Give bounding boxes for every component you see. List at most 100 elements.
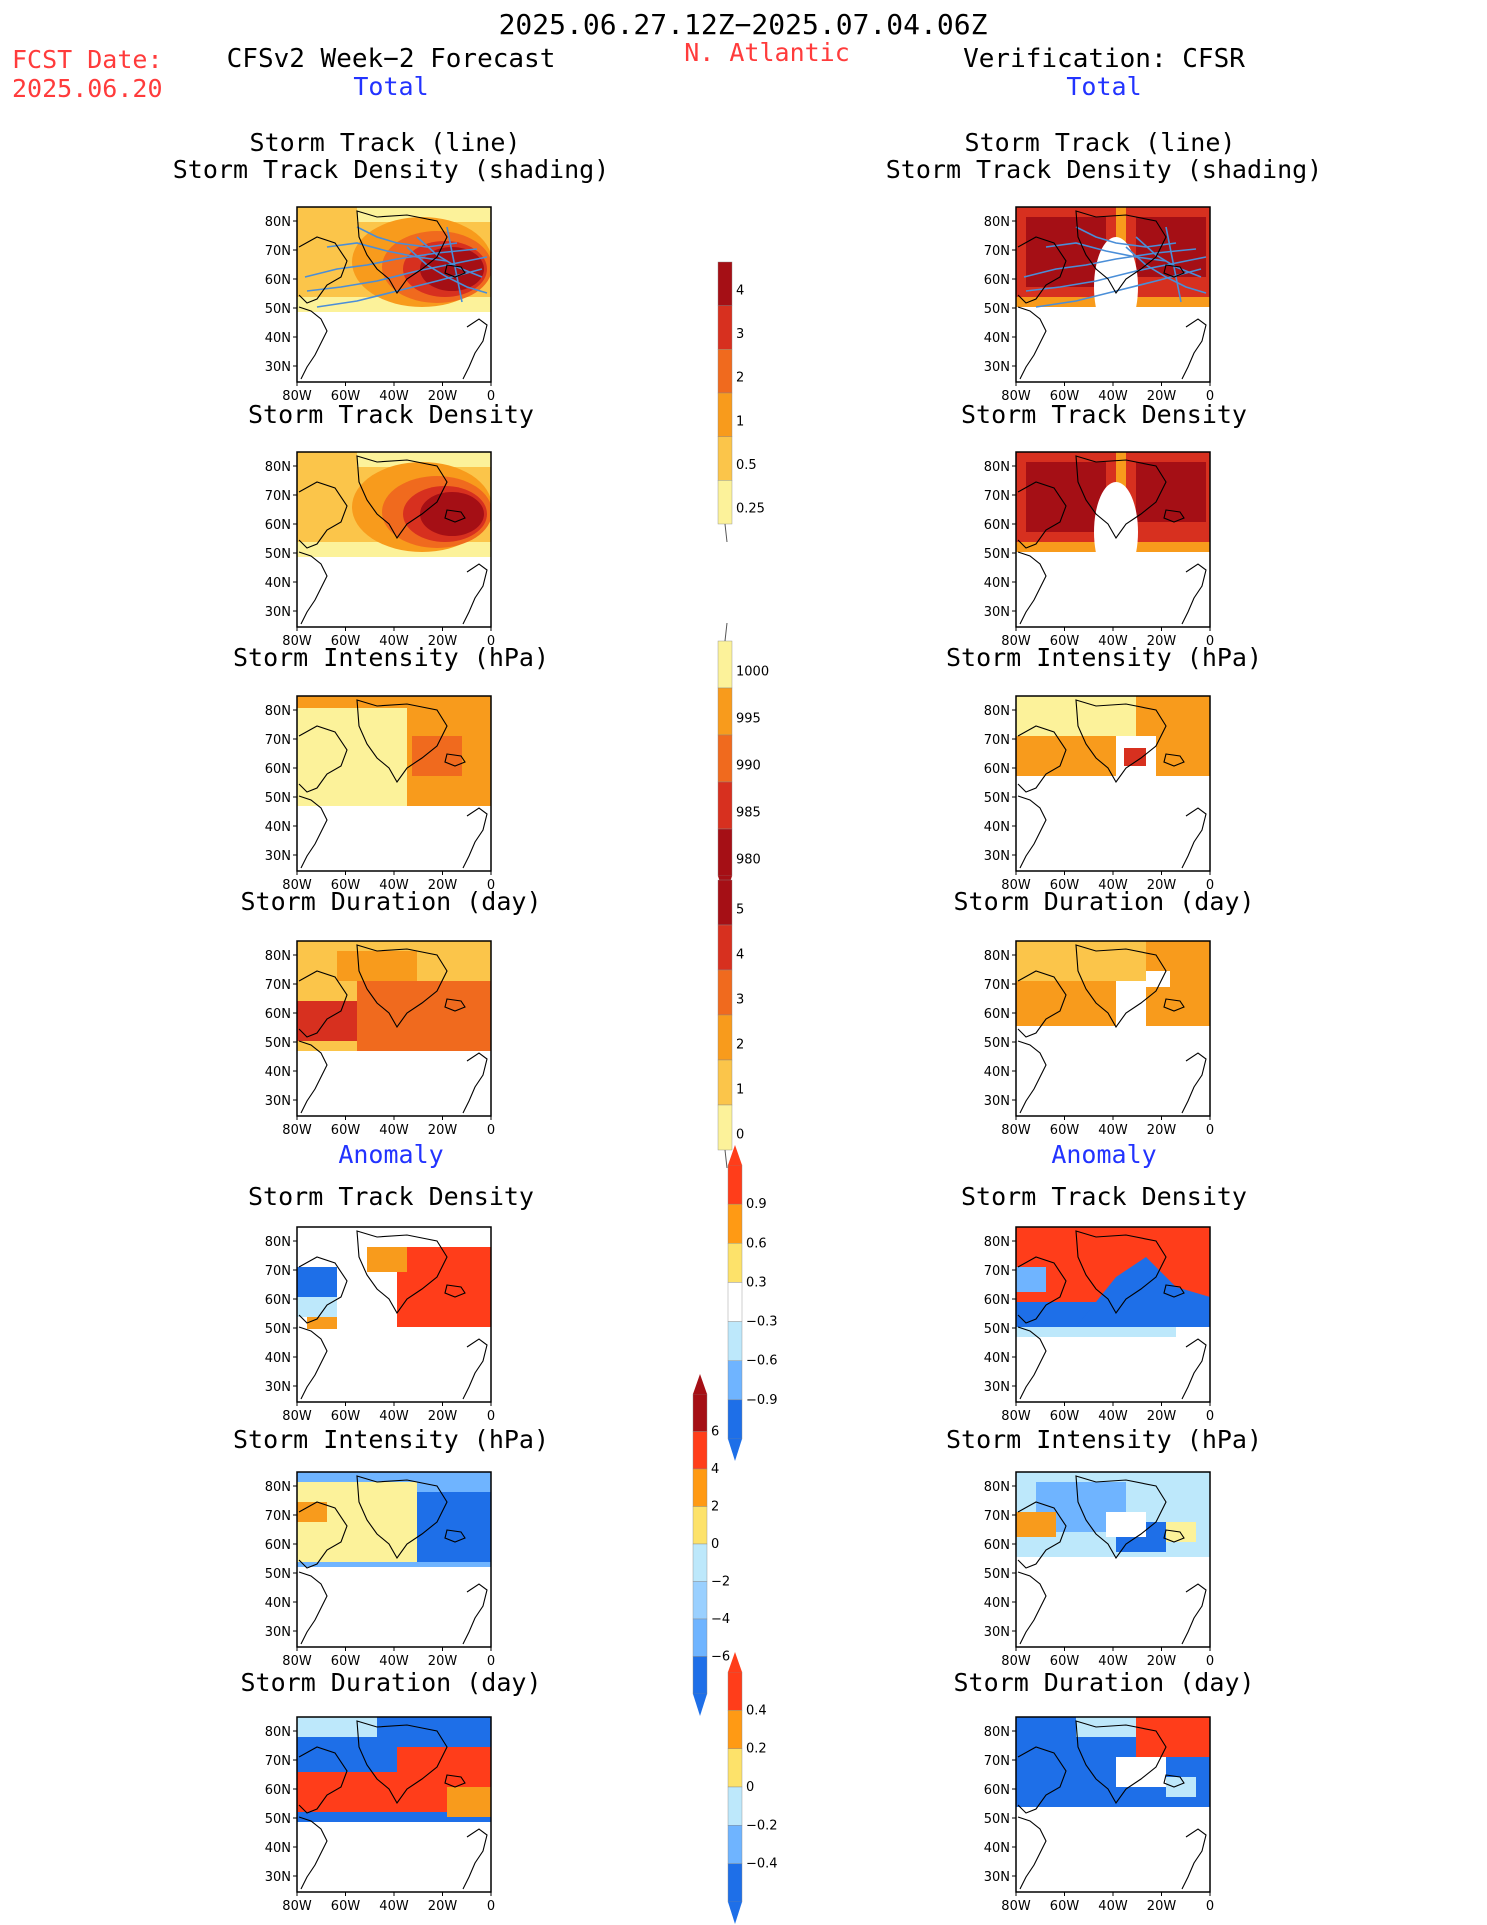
lat-tick-label: 60N	[984, 273, 1010, 288]
colorbar-label: 3	[736, 327, 744, 342]
colorbar-segment	[717, 392, 733, 437]
lat-tick-label: 30N	[984, 1094, 1010, 1109]
colorbar-segment	[717, 734, 733, 783]
lat-tick-label: 30N	[984, 1380, 1010, 1395]
lon-tick-label: 60W	[331, 1654, 361, 1669]
lat-tick-label: 30N	[984, 1625, 1010, 1640]
colorbar-label: 6	[711, 1425, 719, 1440]
lat-tick-label: 50N	[265, 302, 291, 317]
lon-tick-label: 80W	[282, 389, 312, 404]
lat-tick-label: 50N	[984, 1322, 1010, 1337]
lon-tick-label: 20W	[428, 1654, 458, 1669]
colorbar-duration_anom: 0.4 0.2 0 −0.2 −0.4	[727, 1652, 778, 1924]
lat-tick-label: 70N	[265, 978, 291, 993]
panel-title-density-left: Storm Track Density	[248, 400, 534, 429]
lon-tick-label: 80W	[1001, 878, 1031, 893]
lat-tick-label: 30N	[265, 1870, 291, 1885]
left-total-label: Total	[353, 72, 429, 101]
colorbar-segment	[727, 1203, 743, 1244]
lon-tick-label: 40W	[1098, 878, 1128, 893]
lat-tick-label: 60N	[265, 762, 291, 777]
lat-tick-label: 50N	[265, 791, 291, 806]
colorbar-intensity_anom: 6 4 2 0 −2 −4 −6	[692, 1374, 730, 1716]
lat-tick-label: 80N	[984, 704, 1010, 719]
colorbar-segment	[727, 1164, 743, 1205]
colorbar-segment	[692, 1656, 708, 1695]
lon-tick-label: 40W	[1098, 1899, 1128, 1914]
lon-tick-label: 60W	[1050, 1899, 1080, 1914]
lon-tick-label: 0	[487, 1409, 495, 1424]
colorbar-segment	[692, 1543, 708, 1582]
map-panel-density-left: 80N 70N 60N 50N 40N 30N 80W 60W 40W 20W 0	[265, 451, 495, 649]
lon-tick-label: 60W	[331, 389, 361, 404]
lat-tick-label: 80N	[984, 1480, 1010, 1495]
lon-tick-label: 0	[487, 1123, 495, 1138]
lon-tick-label: 40W	[379, 1409, 409, 1424]
lat-tick-label: 50N	[265, 1036, 291, 1051]
colorbar-segment	[727, 1786, 743, 1826]
lon-tick-label: 60W	[331, 878, 361, 893]
lat-tick-label: 50N	[265, 1567, 291, 1582]
lat-tick-label: 80N	[265, 949, 291, 964]
lon-tick-label: 20W	[1147, 634, 1177, 649]
lat-tick-label: 70N	[984, 1264, 1010, 1279]
colorbar-label: 2	[711, 1500, 719, 1515]
map-panel-density_anom-left: 80N 70N 60N 50N 40N 30N 80W 60W 40W 20W 0	[265, 1226, 495, 1424]
panel-title-duration-anom-right: Storm Duration (day)	[953, 1668, 1255, 1697]
colorbar-segment	[717, 969, 733, 1016]
lat-tick-label: 50N	[984, 1036, 1010, 1051]
lat-tick-label: 70N	[984, 733, 1010, 748]
colorbar-label: −0.3	[746, 1315, 778, 1330]
colorbar-label: −0.4	[746, 1857, 778, 1872]
colorbar-label: 0.3	[746, 1275, 767, 1290]
region-label: N. Atlantic	[684, 38, 850, 67]
colorbar-segment	[692, 1618, 708, 1657]
lon-tick-label: 0	[487, 1654, 495, 1669]
colorbar-segment	[727, 1360, 743, 1401]
lon-tick-label: 0	[487, 878, 495, 893]
lon-tick-label: 40W	[379, 1123, 409, 1138]
lat-tick-label: 50N	[984, 547, 1010, 562]
lat-tick-label: 50N	[984, 791, 1010, 806]
colorbar-label: 995	[736, 712, 761, 727]
lat-tick-label: 40N	[265, 331, 291, 346]
date-range-title: 2025.06.27.12Z−2025.07.04.06Z	[498, 8, 988, 41]
colorbar-label: 0.2	[746, 1742, 767, 1757]
lat-tick-label: 70N	[984, 244, 1010, 259]
lon-tick-label: 20W	[428, 1123, 458, 1138]
fcst-date-label: FCST Date:	[12, 45, 163, 74]
lon-tick-label: 0	[1206, 1899, 1214, 1914]
lat-tick-label: 60N	[265, 1007, 291, 1022]
lat-tick-label: 80N	[265, 460, 291, 475]
colorbar-segment	[727, 1282, 743, 1322]
lat-tick-label: 60N	[265, 1783, 291, 1798]
lon-tick-label: 60W	[1050, 1654, 1080, 1669]
lat-tick-label: 30N	[984, 849, 1010, 864]
lat-tick-label: 60N	[984, 1783, 1010, 1798]
colorbar-label: 5	[736, 902, 744, 917]
lat-tick-label: 80N	[265, 1235, 291, 1250]
lat-tick-label: 40N	[984, 1065, 1010, 1080]
lat-tick-label: 30N	[265, 849, 291, 864]
map-panel-duration_anom-right: 80N 70N 60N 50N 40N 30N 80W 60W 40W 20W 0	[984, 1716, 1214, 1914]
colorbar-label: −0.6	[746, 1354, 778, 1369]
lat-tick-label: 40N	[265, 1351, 291, 1366]
lon-tick-label: 60W	[1050, 389, 1080, 404]
lat-tick-label: 30N	[265, 1380, 291, 1395]
lon-tick-label: 20W	[428, 634, 458, 649]
map-panel-intensity-right: 80N 70N 60N 50N 40N 30N 80W 60W 40W 20W 0	[984, 695, 1214, 893]
lat-tick-label: 60N	[984, 518, 1010, 533]
lat-tick-label: 30N	[265, 605, 291, 620]
colorbar-segment	[727, 1243, 743, 1283]
lat-tick-label: 70N	[265, 489, 291, 504]
lat-tick-label: 70N	[984, 978, 1010, 993]
colorbar-segment	[717, 640, 733, 689]
colorbar-label: −2	[711, 1575, 730, 1590]
colorbar-label: 0	[746, 1780, 754, 1795]
lat-tick-label: 40N	[984, 820, 1010, 835]
panel-title-intensity-anom-left: Storm Intensity (hPa)	[232, 1425, 550, 1454]
lat-tick-label: 70N	[984, 1754, 1010, 1769]
panel-title-track-line-left: Storm Track (line)	[249, 128, 521, 157]
panel-title-duration-left: Storm Duration (day)	[240, 887, 542, 916]
colorbar-label: 4	[736, 947, 744, 962]
